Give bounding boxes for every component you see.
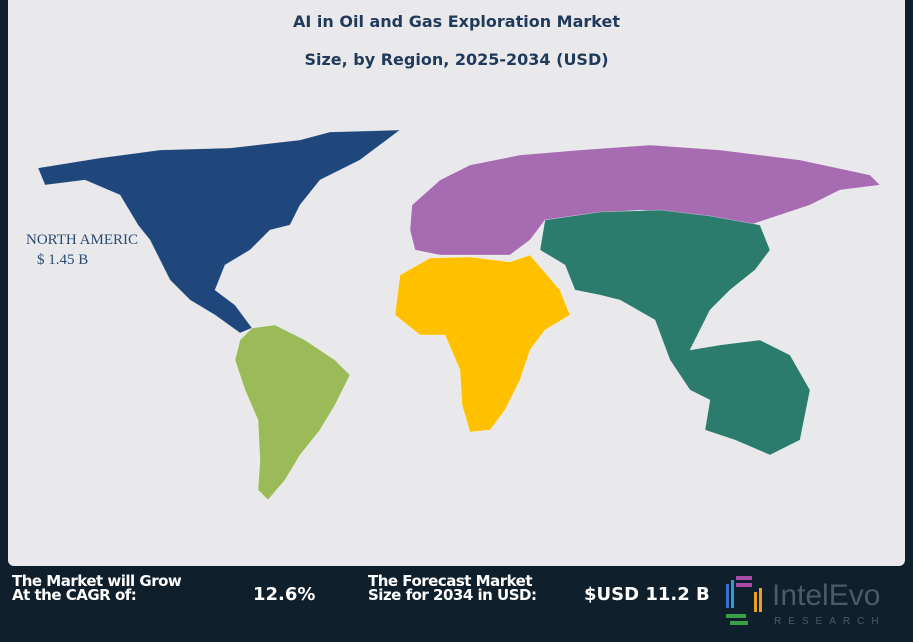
world-map xyxy=(37,129,881,501)
forecast-label-1: The Forecast Market xyxy=(368,572,533,590)
region-africa[interactable] xyxy=(394,254,571,433)
intelevo-logo: IntelEvo RESEARCH xyxy=(722,574,902,638)
chart-subtitle: Size, by Region, 2025-2034 (USD) xyxy=(304,50,609,69)
region-south-america[interactable] xyxy=(234,324,351,501)
region-value: $ 1.45 B xyxy=(37,252,89,268)
region-north-america[interactable] xyxy=(37,129,401,334)
svg-text:RESEARCH: RESEARCH xyxy=(774,616,886,627)
forecast-value: $USD 11.2 B xyxy=(584,584,710,605)
forecast-label-2: Size for 2034 in USD: xyxy=(368,586,537,604)
cagr-label-1: The Market will Grow xyxy=(12,572,182,590)
north-america-label: NORTH AMERIC $ 1.45 B xyxy=(26,230,172,270)
svg-text:IntelEvo: IntelEvo xyxy=(772,579,880,612)
region-europe[interactable] xyxy=(409,144,881,256)
cagr-value: 12.6% xyxy=(253,584,316,605)
region-asia-pacific[interactable] xyxy=(539,209,811,456)
cagr-label-2: At the CAGR of: xyxy=(12,586,137,604)
chart-title: AI in Oil and Gas Exploration Market xyxy=(293,12,620,31)
region-name: NORTH AMERIC xyxy=(26,232,139,248)
footer-bar: The Market will Grow At the CAGR of: 12.… xyxy=(0,566,913,642)
